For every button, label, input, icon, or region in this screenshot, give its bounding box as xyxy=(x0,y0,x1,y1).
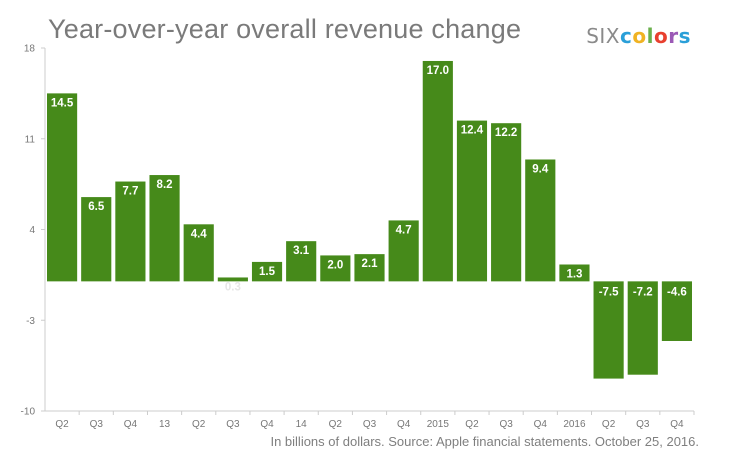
bar-value-label: 2.1 xyxy=(362,258,379,270)
x-category-label: 2015 xyxy=(427,419,450,430)
y-tick-label: -10 xyxy=(21,407,36,418)
bar-labels: 14.5 6.5 7.7 8.2 4.4 0.3 1.5 3.1 2.0 2.1 4.7 17.0 12… xyxy=(51,65,687,298)
bar-value-label: 17.0 xyxy=(427,65,449,77)
bar-q4-6 xyxy=(251,261,283,282)
bar-value-label: -7.5 xyxy=(599,286,619,298)
bar-value-label: 14.5 xyxy=(51,97,74,109)
x-category-label: Q3 xyxy=(636,419,650,430)
bar-value-label: 9.4 xyxy=(532,163,549,175)
x-category-label: Q3 xyxy=(499,419,513,430)
sixcolors-logo: SIXcolors xyxy=(586,24,691,48)
bars xyxy=(47,60,692,379)
x-category-label: Q4 xyxy=(670,419,684,430)
x-category-label: Q2 xyxy=(55,419,69,430)
bar-q4-10 xyxy=(388,220,419,282)
bar-value-label: -4.6 xyxy=(667,286,687,298)
bar-q3-17 xyxy=(627,281,658,375)
x-category-label: Q2 xyxy=(192,419,206,430)
bar-value-label: 8.2 xyxy=(157,179,173,191)
bar-q3-1 xyxy=(81,197,112,282)
x-category-label: Q4 xyxy=(260,419,274,430)
bar-q2-0 xyxy=(47,93,78,282)
bar-13-3 xyxy=(149,175,180,282)
x-category-label: Q2 xyxy=(465,419,479,430)
bar-value-label: 7.7 xyxy=(122,186,138,198)
y-tick-label: -3 xyxy=(26,316,35,327)
bar-value-label: 12.4 xyxy=(461,125,484,137)
x-category-label: Q4 xyxy=(397,419,411,430)
x-category-label: 13 xyxy=(159,419,171,430)
bar-value-label: 6.5 xyxy=(88,201,105,213)
y-tick-label: 11 xyxy=(25,134,36,145)
x-category-label: Q4 xyxy=(124,419,138,430)
bar-2016-15 xyxy=(559,264,590,282)
bar-q2-4 xyxy=(183,224,214,282)
bar-q4-14 xyxy=(525,159,556,282)
y-tick-label: 18 xyxy=(24,44,36,55)
x-category-label: Q4 xyxy=(534,419,548,430)
bar-value-label: 3.1 xyxy=(293,245,310,257)
bar-q3-13 xyxy=(491,123,522,282)
bar-value-label: 0.3 xyxy=(225,281,241,293)
x-category-label: Q3 xyxy=(90,419,104,430)
x-category-label: Q3 xyxy=(363,419,377,430)
bar-q4-18 xyxy=(661,281,692,341)
x-category-label: 14 xyxy=(296,419,308,430)
bar-value-label: 4.4 xyxy=(191,228,208,240)
bar-14-7 xyxy=(286,241,317,282)
bar-q3-5 xyxy=(217,277,248,282)
bar-q2-16 xyxy=(593,281,624,379)
chart-title: Year-over-year overall revenue change xyxy=(48,14,522,44)
bar-q2-8 xyxy=(320,255,351,282)
bar-value-label: 12.2 xyxy=(495,127,517,139)
x-category-label: Q3 xyxy=(226,419,240,430)
y-axis: 18 11 4 -3 -10 xyxy=(21,44,46,418)
bar-value-label: 4.7 xyxy=(396,224,412,236)
bar-value-label: 2.0 xyxy=(327,259,343,271)
bar-q3-9 xyxy=(354,254,385,282)
bar-value-label: 1.3 xyxy=(566,269,582,281)
x-category-label: Q2 xyxy=(329,419,343,430)
bar-q2-12 xyxy=(456,120,488,282)
x-axis: Q2 Q3 Q4 13 Q2 Q3 Q4 14 Q2 Q3 Q4 2015 Q2 Q3 Q4 2016 Q2 Q3… xyxy=(45,410,695,430)
bar-q4-2 xyxy=(115,181,146,282)
chart-source-note: In billions of dollars. Source: Apple fi… xyxy=(270,434,699,449)
x-category-label: 2016 xyxy=(563,419,586,430)
bar-value-label: 1.5 xyxy=(259,266,276,278)
bar-value-label: -7.2 xyxy=(633,286,653,298)
bar-2015-11 xyxy=(422,60,453,282)
x-category-label: Q2 xyxy=(602,419,616,430)
y-tick-label: 4 xyxy=(29,225,35,236)
